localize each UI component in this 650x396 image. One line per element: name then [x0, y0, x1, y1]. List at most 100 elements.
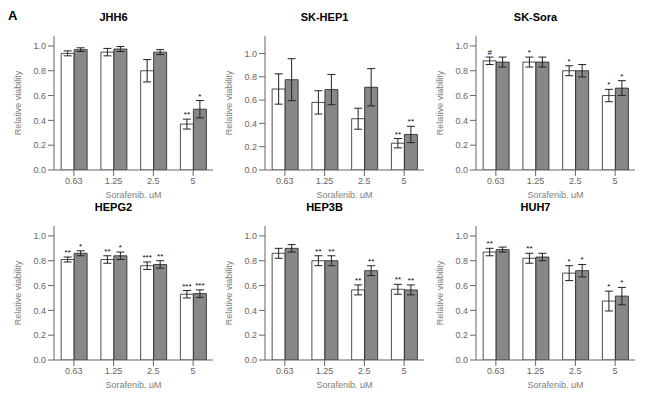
svg-text:1.25: 1.25 [316, 366, 334, 376]
svg-text:**: ** [355, 276, 361, 285]
svg-text:*: * [607, 80, 610, 89]
svg-text:Relative viability: Relative viability [13, 260, 23, 325]
svg-text:0.63: 0.63 [487, 176, 505, 186]
svg-text:0.2: 0.2 [33, 140, 46, 150]
svg-text:Sorafenib, μM: Sorafenib, μM [105, 190, 161, 198]
svg-text:Relative viability: Relative viability [435, 70, 445, 135]
svg-text:5: 5 [402, 176, 407, 186]
svg-text:**: ** [526, 244, 532, 253]
svg-text:*: * [568, 57, 571, 66]
svg-text:0.8: 0.8 [244, 256, 257, 266]
svg-text:***: *** [142, 253, 151, 262]
svg-text:**: ** [315, 247, 321, 256]
svg-text:**: ** [184, 110, 190, 119]
svg-text:0.4: 0.4 [33, 306, 46, 316]
svg-text:**: ** [65, 248, 71, 257]
svg-text:**: ** [395, 130, 401, 139]
svg-text:1.25: 1.25 [527, 366, 545, 376]
svg-text:2.5: 2.5 [569, 366, 582, 376]
svg-text:Sorafenib, μM: Sorafenib, μM [316, 190, 372, 198]
svg-text:Relative viability: Relative viability [224, 260, 234, 325]
svg-text:0.63: 0.63 [65, 366, 83, 376]
svg-text:*: * [620, 278, 623, 287]
svg-text:0.4: 0.4 [455, 116, 468, 126]
svg-text:Sorafenib, μM: Sorafenib, μM [527, 190, 583, 198]
svg-text:0.4: 0.4 [33, 116, 46, 126]
svg-text:0.6: 0.6 [33, 281, 46, 291]
svg-text:1.25: 1.25 [316, 176, 334, 186]
svg-text:0.4: 0.4 [244, 119, 257, 129]
svg-text:Relative viability: Relative viability [435, 260, 445, 325]
svg-text:2.5: 2.5 [569, 176, 582, 186]
svg-text:**: ** [328, 247, 334, 256]
svg-text:Sorafenib, μM: Sorafenib, μM [527, 380, 583, 388]
svg-text:0.0: 0.0 [244, 355, 257, 365]
svg-text:2.5: 2.5 [147, 366, 160, 376]
svg-text:*: * [620, 72, 623, 81]
svg-text:1.0: 1.0 [33, 231, 46, 241]
svg-text:2.5: 2.5 [147, 176, 160, 186]
svg-text:1.0: 1.0 [455, 231, 468, 241]
svg-text:0.6: 0.6 [455, 91, 468, 101]
svg-text:0.8: 0.8 [244, 72, 257, 82]
svg-text:0.6: 0.6 [33, 91, 46, 101]
svg-text:1.0: 1.0 [244, 231, 257, 241]
svg-text:5: 5 [191, 366, 196, 376]
svg-text:***: *** [182, 282, 191, 291]
svg-text:0.2: 0.2 [33, 330, 46, 340]
svg-text:0.4: 0.4 [244, 306, 257, 316]
svg-text:5: 5 [191, 176, 196, 186]
svg-text:*: * [581, 255, 584, 264]
svg-text:0.6: 0.6 [244, 95, 257, 105]
svg-text:*: * [79, 242, 82, 251]
svg-text:**: ** [157, 252, 163, 261]
svg-text:Relative viability: Relative viability [13, 70, 23, 135]
svg-text:5: 5 [402, 366, 407, 376]
svg-text:*: * [528, 48, 531, 57]
svg-text:5: 5 [613, 176, 618, 186]
svg-text:1.25: 1.25 [105, 366, 123, 376]
svg-text:0.6: 0.6 [244, 281, 257, 291]
svg-text:***: *** [195, 281, 204, 290]
svg-text:*: * [607, 282, 610, 291]
svg-text:#: # [487, 48, 492, 57]
svg-text:**: ** [395, 275, 401, 284]
svg-text:**: ** [104, 247, 110, 256]
svg-text:0.63: 0.63 [487, 366, 505, 376]
svg-text:0.6: 0.6 [455, 281, 468, 291]
svg-text:1.0: 1.0 [244, 49, 257, 59]
svg-text:0.63: 0.63 [276, 176, 294, 186]
svg-text:Sorafenib, μM: Sorafenib, μM [316, 380, 372, 388]
svg-text:0.4: 0.4 [455, 306, 468, 316]
svg-text:2.5: 2.5 [358, 366, 371, 376]
svg-text:1.0: 1.0 [33, 41, 46, 51]
svg-text:0.2: 0.2 [244, 330, 257, 340]
svg-text:0.63: 0.63 [65, 176, 83, 186]
svg-text:**: ** [487, 239, 493, 248]
svg-text:*: * [198, 92, 201, 101]
svg-text:Relative viability: Relative viability [224, 70, 234, 135]
svg-text:0.2: 0.2 [455, 330, 468, 340]
svg-text:0.8: 0.8 [33, 66, 46, 76]
svg-text:**: ** [368, 257, 374, 266]
svg-text:5: 5 [613, 366, 618, 376]
svg-text:0.8: 0.8 [455, 66, 468, 76]
svg-text:0.0: 0.0 [244, 165, 257, 175]
svg-text:0.8: 0.8 [33, 256, 46, 266]
svg-text:0.2: 0.2 [244, 142, 257, 152]
svg-text:Sorafenib, μM: Sorafenib, μM [105, 380, 161, 388]
svg-text:1.0: 1.0 [455, 41, 468, 51]
svg-text:0.63: 0.63 [276, 366, 294, 376]
svg-text:0.0: 0.0 [33, 355, 46, 365]
svg-text:0.0: 0.0 [455, 355, 468, 365]
svg-text:2.5: 2.5 [358, 176, 371, 186]
svg-text:**: ** [408, 117, 414, 126]
svg-text:1.25: 1.25 [105, 176, 123, 186]
svg-text:**: ** [408, 276, 414, 285]
svg-text:*: * [568, 257, 571, 266]
svg-text:0.0: 0.0 [33, 165, 46, 175]
svg-text:0.0: 0.0 [455, 165, 468, 175]
svg-text:0.2: 0.2 [455, 140, 468, 150]
svg-text:1.25: 1.25 [527, 176, 545, 186]
svg-text:*: * [119, 243, 122, 252]
